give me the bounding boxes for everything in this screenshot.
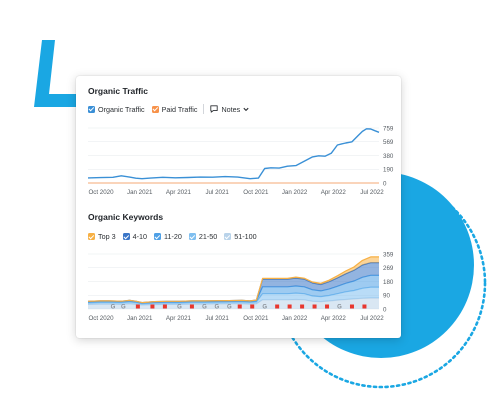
google-update-marker-icon[interactable]: G [177,305,182,311]
flag-marker-icon[interactable] [287,304,292,309]
organic-keywords-chart: 359 269 180 90 0 Oct 2020 Jan 2021 Apr 2021 Jul … [87,251,394,322]
legend-21-50[interactable]: 21-50 [188,232,218,241]
traffic-y-tick-label: 569 [383,139,394,146]
traffic-x-tick-label: Apr 2022 [321,189,347,196]
keywords-x-tick-label: Oct 2020 [88,315,114,322]
legend-paid-traffic[interactable]: Paid Traffic [151,104,198,114]
legend-51-100-label: 51-100 [234,232,257,241]
keywords-y-tick-label: 90 [383,293,390,300]
flag-marker-icon[interactable] [349,304,354,309]
traffic-x-tick-label: Jan 2021 [127,189,153,196]
checkbox-51-100[interactable] [224,233,232,240]
flag-marker-icon[interactable] [250,304,255,309]
traffic-y-tick-label: 759 [383,125,394,132]
organic-traffic-legend: Organic Traffic Paid Traffic Notes [88,104,249,114]
keywords-x-tick-label: Jan 2021 [127,315,153,322]
flag-marker-icon[interactable] [275,304,280,309]
keywords-x-tick-label: Apr 2021 [166,315,192,322]
keywords-x-tick-label: Jul 2021 [205,315,229,322]
traffic-y-tick-label: 380 [383,153,394,160]
keywords-y-tick-label: 180 [383,279,394,286]
legend-organic-traffic[interactable]: Organic Traffic [88,105,145,114]
checkbox-organic-traffic[interactable] [88,105,95,113]
checkbox-paid-traffic[interactable] [151,105,159,113]
traffic-x-tick-label: Oct 2021 [243,189,269,196]
keywords-y-tick-label: 359 [383,251,394,258]
google-update-marker-icon[interactable]: G [262,305,267,311]
keywords-x-tick-label: Apr 2022 [321,315,347,322]
notes-label: Notes [221,104,241,114]
legend-11-20[interactable]: 11-20 [153,232,182,241]
keywords-line-top-3 [87,256,379,304]
legend-separator [203,104,205,114]
organic-traffic-title: Organic Traffic [88,86,148,96]
checkbox-top-3[interactable] [88,233,95,240]
traffic-y-tick-label: 0 [383,180,387,187]
comment-icon [210,105,219,113]
traffic-x-tick-label: Apr 2021 [166,189,192,196]
legend-21-50-label: 21-50 [198,232,218,241]
keywords-x-tick-label: Jan 2022 [282,315,308,322]
flag-marker-icon[interactable] [135,304,140,309]
traffic-x-tick-label: Oct 2020 [88,189,114,196]
checkbox-11-20[interactable] [153,233,161,240]
traffic-x-tick-label: Jan 2022 [282,189,308,196]
traffic-y-tick-label: 190 [383,167,394,174]
google-update-marker-icon[interactable]: G [121,305,126,311]
chevron-down-icon [243,107,249,111]
flag-marker-icon[interactable] [150,304,155,309]
legend-top-3-label: Top 3 [98,232,116,241]
legend-4-10-label: 4-10 [132,232,147,241]
google-update-marker-icon[interactable]: G [202,305,207,311]
checkbox-4-10[interactable] [122,233,130,240]
legend-paid-traffic-label: Paid Traffic [161,104,198,114]
flag-marker-icon[interactable] [300,304,305,309]
organic-keywords-title: Organic Keywords [88,212,164,222]
traffic-series-organic-traffic [87,128,380,180]
keywords-y-tick-label: 0 [383,306,387,313]
google-update-marker-icon[interactable]: G [111,305,116,311]
legend-4-10[interactable]: 4-10 [122,232,147,241]
flag-marker-icon[interactable] [162,304,167,309]
google-update-marker-icon[interactable]: G [215,305,220,311]
keywords-y-tick-label: 269 [383,265,394,272]
organic-traffic-chart: 759 569 380 190 0 Oct 2020 Jan 2021 Apr 2021 Jul… [87,125,394,196]
notes-dropdown[interactable]: Notes [210,105,249,114]
organic-keywords-legend: Top 3 4-10 11-20 21-50 51-100 [88,232,264,241]
keywords-x-tick-label: Jul 2022 [360,315,384,322]
traffic-x-tick-label: Jul 2022 [360,189,384,196]
traffic-x-tick-label: Jul 2021 [205,189,229,196]
keywords-x-tick-label: Oct 2021 [243,315,269,322]
legend-top-3[interactable]: Top 3 [88,232,116,241]
google-update-marker-icon[interactable]: G [227,305,232,311]
google-update-marker-icon[interactable]: G [337,305,342,311]
legend-11-20-label: 11-20 [163,232,182,241]
analytics-card: Organic Traffic Organic Traffic Paid Tra… [76,76,401,338]
checkbox-21-50[interactable] [188,233,196,240]
flag-marker-icon[interactable] [325,304,330,309]
flag-marker-icon[interactable] [362,304,367,309]
flag-marker-icon[interactable] [237,304,242,309]
legend-organic-traffic-label: Organic Traffic [98,104,145,114]
keywords-area-21-50 [88,287,379,305]
flag-marker-icon[interactable] [312,304,317,309]
legend-51-100[interactable]: 51-100 [224,232,257,241]
flag-marker-icon[interactable] [189,304,194,309]
